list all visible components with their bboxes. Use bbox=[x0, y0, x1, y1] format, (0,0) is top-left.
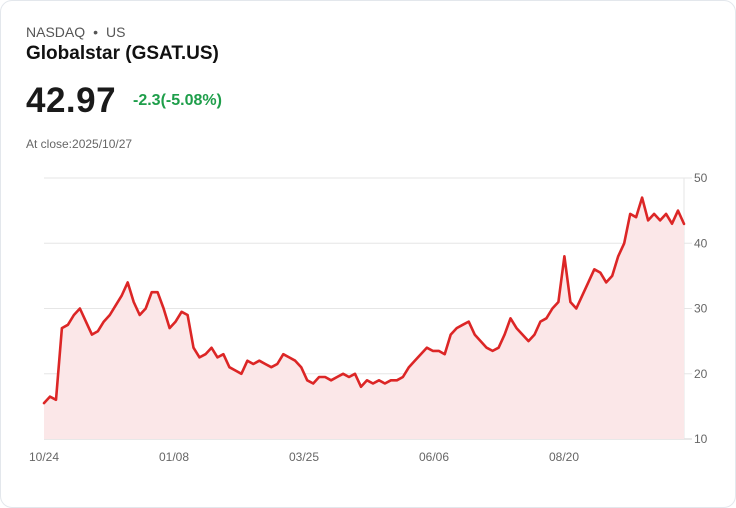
stock-title: Globalstar (GSAT.US) bbox=[26, 43, 219, 64]
price-area-fill bbox=[44, 197, 684, 439]
separator-dot: • bbox=[93, 24, 99, 40]
price-line bbox=[42, 196, 686, 405]
y-tick-label: 10 bbox=[694, 432, 708, 446]
exchange-name: NASDAQ bbox=[26, 24, 86, 40]
close-timestamp: At close:2025/10/27 bbox=[26, 137, 133, 151]
x-tick-label: 10/24 bbox=[29, 450, 59, 464]
y-tick-label: 20 bbox=[694, 367, 708, 381]
x-tick-label: 08/20 bbox=[549, 450, 579, 464]
y-axis-labels: 50 40 30 20 10 bbox=[694, 171, 708, 446]
y-tick-label: 50 bbox=[694, 171, 708, 185]
region: US bbox=[106, 24, 126, 40]
price-change: -2.3(-5.08%) bbox=[133, 92, 222, 109]
x-tick-label: 06/06 bbox=[419, 450, 449, 464]
x-axis-labels: 10/24 01/08 03/25 06/06 08/20 bbox=[29, 450, 579, 464]
x-tick-label: 01/08 bbox=[159, 450, 189, 464]
price-chart[interactable]: 50 40 30 20 10 10/24 01/08 03/25 06/06 08/20 bbox=[1, 161, 736, 471]
x-tick-label: 03/25 bbox=[289, 450, 319, 464]
y-tick-label: 40 bbox=[694, 236, 708, 250]
y-tick-label: 30 bbox=[694, 302, 708, 316]
exchange-line: NASDAQ • US bbox=[26, 24, 125, 40]
stock-price: 42.97 bbox=[26, 81, 117, 120]
